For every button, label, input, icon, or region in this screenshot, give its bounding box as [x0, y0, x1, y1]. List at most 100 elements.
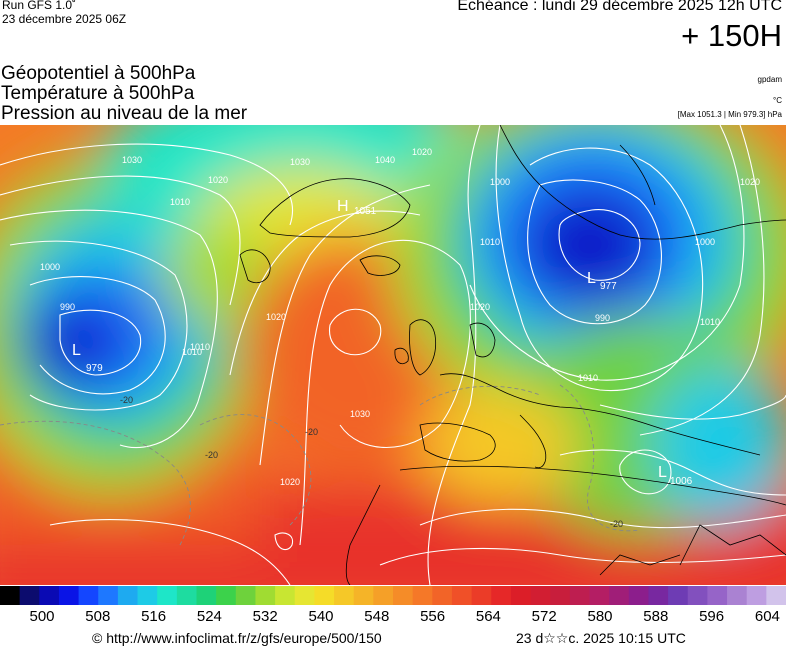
colorbar-tick-label: 604	[754, 608, 780, 625]
valid-time: Echéance : lundi 29 décembre 2025 12h UT…	[457, 0, 782, 14]
colorbar-swatch	[373, 586, 394, 605]
colorbar-swatch	[687, 586, 708, 605]
isobar-label: 1020	[208, 175, 228, 185]
generation-time: 23 d☆☆c. 2025 10:15 UTC	[516, 630, 686, 646]
isobar-label: 1010	[700, 317, 720, 327]
weather-map: 1030 1020 1010 1000 990 1040 1030 1010 1…	[0, 125, 786, 585]
colorbar-swatch	[569, 586, 591, 605]
colorbar-swatch	[294, 586, 315, 605]
title-pressure: Pression au niveau de la mer	[1, 103, 248, 124]
temperature-field	[0, 125, 786, 585]
isobar-label: 990	[60, 302, 75, 312]
colorbar-swatch	[668, 586, 689, 605]
isotherm-label: -20	[610, 519, 623, 529]
isobar-label: 1010	[170, 197, 190, 207]
run-date: 23 décembre 2025 06Z	[2, 12, 127, 26]
colorbar-swatch	[78, 586, 99, 605]
weather-map-svg: 1030 1020 1010 1000 990 1040 1030 1010 1…	[0, 125, 786, 585]
isobar-label: 1010	[190, 342, 210, 352]
pressure-centers: H 1051 L 977 L 979 L 1006	[72, 198, 693, 487]
colorbar-swatch	[609, 586, 630, 605]
colorbar-swatch	[98, 586, 119, 605]
colorbar-tick-label: 524	[196, 608, 222, 625]
isobar-label: 1030	[122, 155, 142, 165]
colorbar-swatch	[746, 586, 767, 605]
colorbar-swatch	[471, 586, 492, 605]
isobar-label: 990	[595, 313, 610, 323]
colorbar-tick-label: 596	[699, 608, 725, 625]
colorbar-swatch	[176, 586, 198, 605]
colorbar-swatch	[766, 586, 786, 605]
temperature-labels: -20 -20 -20 -20	[120, 395, 623, 529]
low-center-value: 977	[600, 281, 617, 292]
colorbar-swatch	[334, 586, 355, 605]
colorbar-swatch	[58, 586, 80, 605]
colorbar-tick-label: 532	[252, 608, 278, 625]
colorbar-swatch	[353, 586, 374, 605]
isobar-label: 1000	[490, 177, 510, 187]
low-center-symbol: L	[72, 342, 81, 359]
isobar-label: 1030	[290, 157, 310, 167]
colorbar-swatch	[39, 586, 60, 605]
isobar-label: 1010	[182, 347, 202, 357]
isobar-label: 1020	[266, 312, 286, 322]
isobar-label: 1020	[740, 177, 760, 187]
colorbar-swatch	[491, 586, 512, 605]
isotherm-label: -20	[120, 395, 133, 405]
colorbar-swatch	[117, 586, 139, 605]
isobar-label: 1020	[280, 477, 300, 487]
colorbar-tick-label: 572	[531, 608, 557, 625]
title-temperature: Température à 500hPa	[1, 83, 195, 104]
isobar-label: 1010	[578, 373, 598, 383]
colorbar-swatch	[19, 586, 40, 605]
colorbar-swatch	[648, 586, 669, 605]
isobar-label: 1000	[695, 237, 715, 247]
colorbar-swatch	[137, 586, 158, 605]
colorbar-swatch	[589, 586, 610, 605]
colorbar-svg	[0, 586, 786, 605]
isobar-label: 1000	[40, 262, 60, 272]
colorbar-swatch	[432, 586, 453, 605]
colorbar-swatch	[314, 586, 335, 605]
run-label: Run GFS 1.0˚	[2, 0, 77, 12]
colorbar-swatch	[235, 586, 257, 605]
colorbar-swatch	[0, 586, 21, 605]
copyright: © http://www.infoclimat.fr/z/gfs/europe/…	[92, 630, 382, 646]
isobar-labels: 1030 1020 1010 1000 990 1040 1030 1010 1…	[40, 147, 760, 487]
colorbar-tick-label: 540	[308, 608, 334, 625]
colorbar-swatch	[707, 586, 728, 605]
isobars	[0, 125, 786, 585]
colorbar-tick-label: 564	[475, 608, 501, 625]
colorbar-tick-label: 516	[141, 608, 167, 625]
colorbar-swatch	[550, 586, 571, 605]
colorbar-labels: 500 508 516 524 532 540 548 556 564 572 580 588 596 6…	[0, 608, 786, 628]
isobar-label: 1010	[480, 237, 500, 247]
coastlines	[239, 125, 786, 585]
low-center-symbol: L	[587, 270, 596, 287]
high-center-symbol: H	[337, 198, 349, 215]
colorbar-tick-label: 588	[643, 608, 669, 625]
pressure-extremes: [Max 1051.3 | Min 979.3] hPa	[677, 110, 782, 119]
unit-gpdam: gpdam	[757, 75, 782, 84]
isotherms	[0, 384, 641, 546]
colorbar-swatch	[530, 586, 551, 605]
low-center-symbol: L	[658, 464, 667, 481]
low-center-value: 979	[86, 363, 103, 374]
low-center-value: 1006	[670, 476, 693, 487]
colorbar-swatch	[255, 586, 276, 605]
colorbar-tick-label: 548	[364, 608, 390, 625]
isotherm-label: -20	[305, 427, 318, 437]
colorbar-swatch	[628, 586, 650, 605]
colorbar-swatch	[727, 586, 748, 605]
colorbar-tick-label: 508	[85, 608, 111, 625]
colorbar-tick-label: 500	[29, 608, 55, 625]
isobar-label: 1020	[470, 302, 490, 312]
lead-time: + 150H	[681, 18, 782, 53]
unit-celsius: °C	[773, 96, 782, 105]
colorbar-swatch	[510, 586, 532, 605]
colorbar-swatch	[157, 586, 178, 605]
high-center-value: 1051	[354, 206, 377, 217]
colorbar-tick-label: 556	[420, 608, 446, 625]
colorbar-swatch	[196, 586, 217, 605]
title-geopotential: Géopotentiel à 500hPa	[1, 63, 196, 84]
